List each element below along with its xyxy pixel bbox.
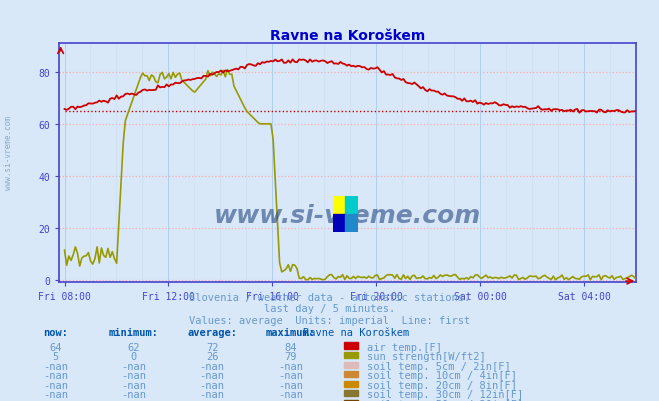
Text: -nan: -nan bbox=[121, 399, 146, 401]
Text: soil temp. 20cm / 8in[F]: soil temp. 20cm / 8in[F] bbox=[367, 380, 517, 390]
Bar bbox=[344, 352, 358, 358]
Bar bbox=[344, 371, 358, 377]
Text: -nan: -nan bbox=[200, 380, 225, 390]
Text: 79: 79 bbox=[284, 351, 297, 361]
Text: maximum:: maximum: bbox=[266, 327, 316, 337]
Text: -nan: -nan bbox=[278, 399, 303, 401]
Text: 0: 0 bbox=[130, 351, 137, 361]
Text: -nan: -nan bbox=[278, 389, 303, 399]
Text: www.si-vreme.com: www.si-vreme.com bbox=[4, 115, 13, 189]
Text: Values: average  Units: imperial  Line: first: Values: average Units: imperial Line: fi… bbox=[189, 315, 470, 325]
Text: 64: 64 bbox=[49, 342, 62, 352]
Bar bbox=[333, 215, 345, 233]
Text: -nan: -nan bbox=[121, 360, 146, 371]
Text: soil temp. 30cm / 12in[F]: soil temp. 30cm / 12in[F] bbox=[367, 389, 524, 399]
Title: Ravne na Koroškem: Ravne na Koroškem bbox=[270, 29, 425, 43]
Text: -nan: -nan bbox=[121, 370, 146, 380]
Bar bbox=[344, 400, 358, 401]
Text: 26: 26 bbox=[206, 351, 218, 361]
Bar bbox=[333, 196, 345, 215]
Text: air temp.[F]: air temp.[F] bbox=[367, 342, 442, 352]
Text: -nan: -nan bbox=[121, 389, 146, 399]
Text: now:: now: bbox=[43, 327, 68, 337]
Text: -nan: -nan bbox=[200, 370, 225, 380]
Text: 5: 5 bbox=[53, 351, 59, 361]
Text: 84: 84 bbox=[284, 342, 297, 352]
Text: -nan: -nan bbox=[43, 399, 68, 401]
Text: -nan: -nan bbox=[43, 380, 68, 390]
Text: -nan: -nan bbox=[200, 399, 225, 401]
Bar bbox=[344, 381, 358, 387]
Bar bbox=[344, 342, 358, 349]
Bar bbox=[344, 390, 358, 396]
Bar bbox=[345, 215, 358, 233]
Bar bbox=[344, 362, 358, 368]
Text: -nan: -nan bbox=[278, 360, 303, 371]
Text: soil temp. 10cm / 4in[F]: soil temp. 10cm / 4in[F] bbox=[367, 370, 517, 380]
Text: www.si-vreme.com: www.si-vreme.com bbox=[214, 204, 481, 228]
Text: -nan: -nan bbox=[43, 389, 68, 399]
Text: average:: average: bbox=[187, 327, 237, 337]
Text: -nan: -nan bbox=[43, 370, 68, 380]
Text: -nan: -nan bbox=[200, 360, 225, 371]
Text: soil temp. 50cm / 20in[F]: soil temp. 50cm / 20in[F] bbox=[367, 399, 524, 401]
Text: minimum:: minimum: bbox=[109, 327, 159, 337]
Text: -nan: -nan bbox=[278, 370, 303, 380]
Text: soil temp. 5cm / 2in[F]: soil temp. 5cm / 2in[F] bbox=[367, 360, 511, 371]
Text: sun strength[W/ft2]: sun strength[W/ft2] bbox=[367, 351, 486, 361]
Bar bbox=[345, 196, 358, 215]
Text: Ravne na Koroškem: Ravne na Koroškem bbox=[302, 327, 409, 337]
Text: -nan: -nan bbox=[121, 380, 146, 390]
Text: Slovenia / weather data - automatic stations.: Slovenia / weather data - automatic stat… bbox=[189, 292, 470, 302]
Text: 62: 62 bbox=[128, 342, 140, 352]
Text: -nan: -nan bbox=[278, 380, 303, 390]
Text: 72: 72 bbox=[206, 342, 218, 352]
Text: last day / 5 minutes.: last day / 5 minutes. bbox=[264, 304, 395, 314]
Text: -nan: -nan bbox=[200, 389, 225, 399]
Text: -nan: -nan bbox=[43, 360, 68, 371]
